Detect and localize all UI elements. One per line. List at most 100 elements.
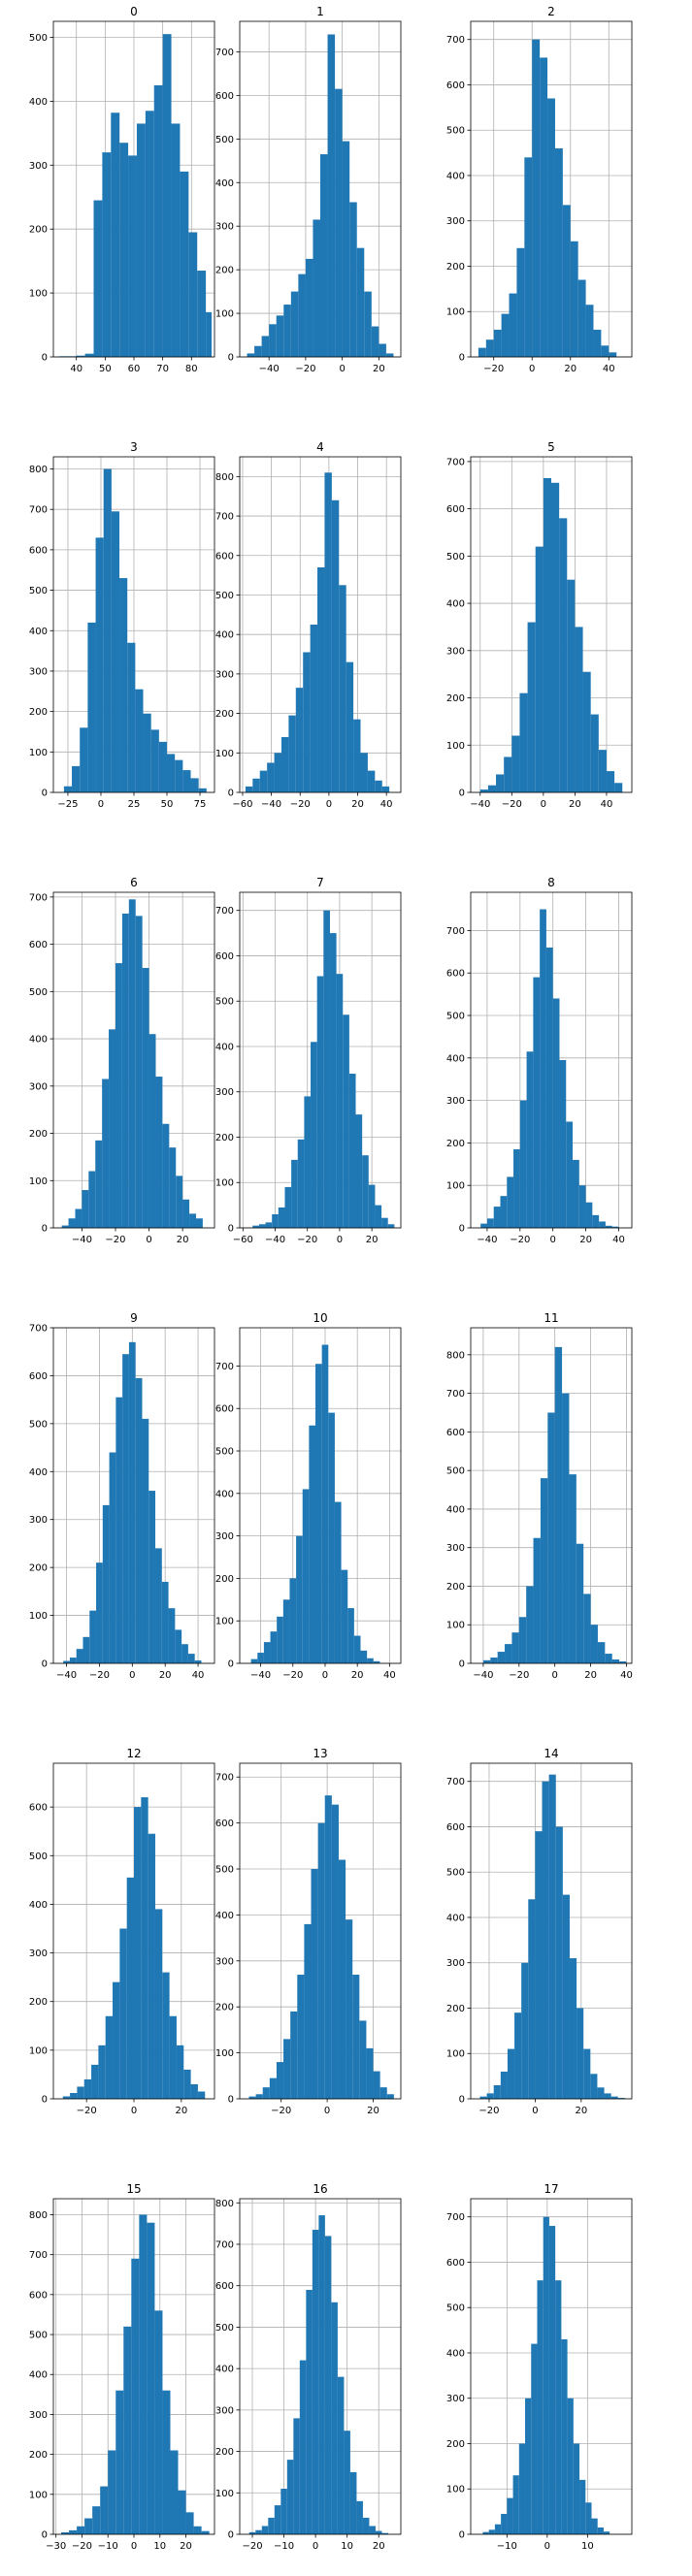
y-tick-label: 400 [29, 1035, 48, 1046]
x-tick-label: −20 [271, 2106, 291, 2116]
histogram-bar [92, 2506, 101, 2534]
histogram-bar [327, 34, 336, 357]
histogram-0: 40 50 60 70 80 0 100 200 300 400 500 0 [29, 5, 215, 374]
y-tick-label: 200 [29, 1997, 48, 2008]
y-tick-label: 700 [29, 892, 48, 903]
histogram-bar [76, 355, 85, 357]
histogram-bar [569, 1958, 577, 2099]
histogram-bar [111, 511, 120, 792]
histogram-bar [579, 2479, 586, 2534]
histogram-bar [155, 1077, 163, 1228]
y-tick-label: 500 [29, 586, 48, 596]
histogram-bar [143, 713, 151, 792]
y-tick-label: 200 [29, 1563, 48, 1574]
axes-frame [470, 1762, 633, 2100]
y-tick-label: 0 [42, 2530, 48, 2541]
histogram-bar [158, 741, 168, 792]
histogram-bar [119, 1928, 127, 2099]
histogram-bar [95, 537, 104, 792]
histogram-bar [513, 1148, 520, 1228]
y-tick-label: 700 [446, 35, 465, 46]
histogram-bar [77, 2086, 84, 2099]
histogram-bar [109, 1029, 115, 1228]
x-tick-label: 20 [351, 799, 364, 810]
histogram-bar [245, 786, 253, 792]
y-tick-label: 0 [228, 353, 234, 364]
x-tick-label: −20 [72, 2541, 92, 2552]
histogram-title: 10 [313, 1311, 327, 1325]
y-tick-label: 700 [446, 2212, 465, 2223]
histogram-bar [189, 1213, 196, 1228]
y-tick-label: 0 [42, 789, 48, 799]
histogram-bar [559, 518, 568, 792]
y-tick-label: 300 [215, 1531, 234, 1542]
histogram-bar [128, 1341, 136, 1663]
histogram-bar [527, 622, 536, 792]
histogram-bar [604, 2093, 611, 2099]
histogram-bar [548, 1774, 556, 2099]
y-tick-label: 200 [215, 1574, 234, 1585]
histogram-bar [599, 1221, 606, 1228]
histogram-bar [206, 311, 213, 357]
histogram-bar [276, 315, 284, 357]
histogram-bar [485, 339, 494, 357]
histogram-bar [153, 84, 163, 358]
x-tick-label: 20 [584, 1670, 597, 1681]
histogram-bar [109, 1452, 116, 1663]
y-tick-label: 700 [215, 906, 234, 917]
y-tick-label: 500 [215, 591, 234, 601]
histogram-bar [532, 39, 541, 358]
histogram-bar [181, 1644, 188, 1663]
histogram-bar [573, 1159, 579, 1228]
histogram-title: 14 [544, 1747, 558, 1760]
histogram-bar [537, 2280, 544, 2534]
histogram-bar [128, 155, 137, 357]
histogram-bar [168, 1608, 176, 1663]
histogram-bar [247, 353, 255, 357]
x-tick-label: −40 [265, 1235, 285, 1245]
histogram-bar [261, 2526, 269, 2534]
histogram-bar [576, 1543, 584, 1663]
x-tick-label: −20 [77, 2106, 97, 2116]
histogram-bar [385, 353, 394, 357]
y-tick-label: 100 [446, 1181, 465, 1192]
histogram-bar [62, 2096, 71, 2099]
histogram-bar [511, 1632, 519, 1663]
y-tick-label: 400 [29, 627, 48, 637]
x-tick-label: −20 [282, 1670, 303, 1681]
y-tick-label: 500 [446, 126, 465, 137]
histogram-bar [497, 1652, 506, 1663]
histogram-bar [582, 671, 591, 792]
y-tick-label: 300 [29, 1948, 48, 1959]
histogram-bar [562, 1393, 570, 1663]
histogram-bar [585, 1202, 593, 1228]
histogram-bar [89, 1610, 97, 1663]
histogram-bar [69, 1658, 77, 1663]
histogram-bar [381, 2532, 388, 2534]
x-tick-label: −20 [478, 2106, 499, 2116]
histogram-bar [524, 157, 533, 357]
x-tick-label: −20 [509, 1670, 529, 1681]
y-tick-label: 100 [29, 748, 48, 758]
histogram-bar [83, 2078, 92, 2099]
histogram-bar [180, 171, 189, 357]
x-tick-label: −40 [72, 1235, 92, 1245]
y-tick-label: 0 [459, 789, 465, 799]
histogram-bar [298, 274, 306, 357]
y-tick-label: 400 [29, 1900, 48, 1911]
histogram-bar [188, 232, 198, 357]
histogram-bar [76, 1649, 83, 1663]
histogram-bar [561, 2338, 568, 2534]
histogram-bar [297, 1975, 305, 2099]
x-tick-label: −25 [57, 799, 78, 810]
histogram-bar [562, 205, 571, 357]
histogram-bar [518, 2443, 526, 2534]
histogram-bar [135, 916, 143, 1228]
histogram-bar [313, 219, 320, 357]
x-tick-label: −10 [98, 2541, 118, 2552]
histogram-bar [531, 2343, 538, 2534]
y-tick-label: 0 [42, 1224, 48, 1235]
